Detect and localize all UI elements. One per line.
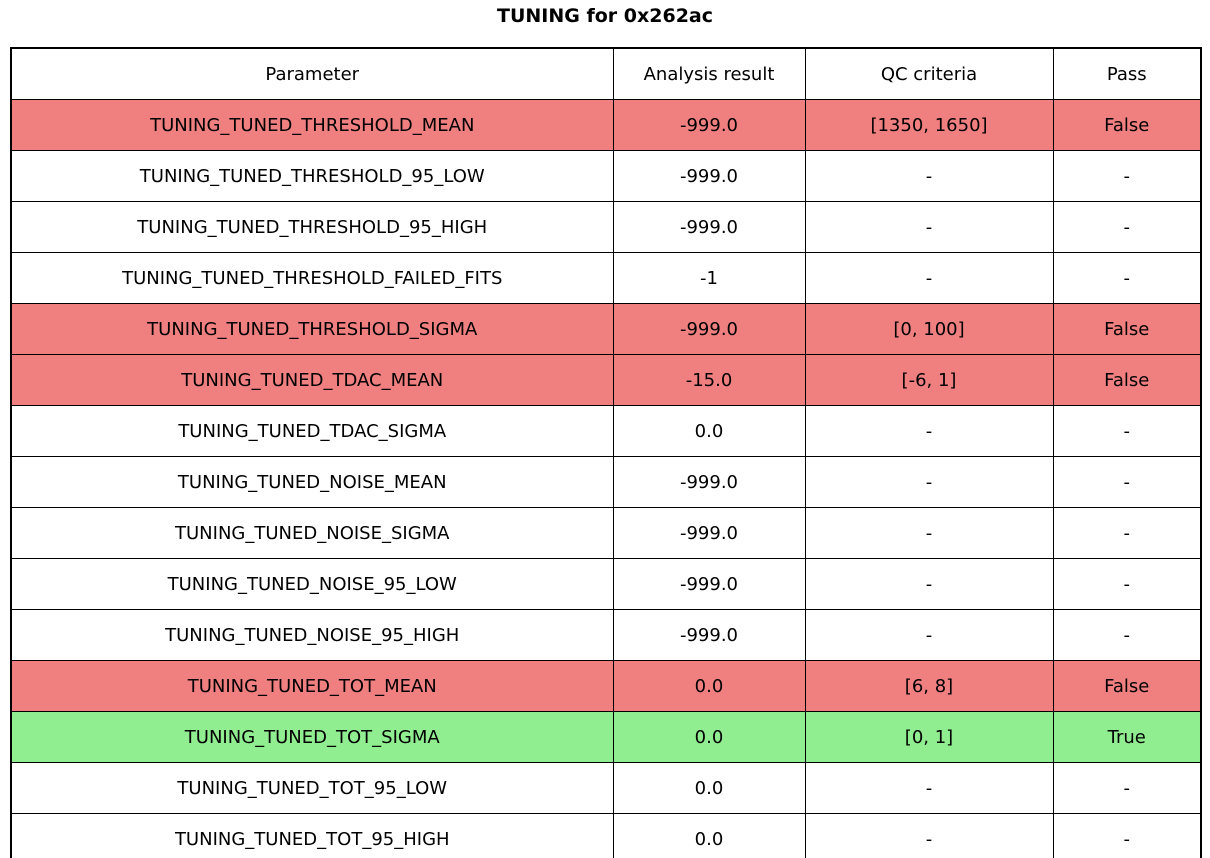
pass-cell: False — [1052, 354, 1202, 406]
table-row: TUNING_TUNED_THRESHOLD_MEAN -999.0 [1350… — [10, 99, 1202, 151]
pass-cell: - — [1052, 762, 1202, 814]
table-row: TUNING_TUNED_TDAC_SIGMA 0.0 - - — [10, 405, 1202, 457]
table-row: TUNING_TUNED_TOT_95_LOW 0.0 - - — [10, 762, 1202, 814]
param-cell: TUNING_TUNED_NOISE_95_LOW — [10, 558, 614, 610]
param-cell: TUNING_TUNED_NOISE_SIGMA — [10, 507, 614, 559]
param-cell: TUNING_TUNED_THRESHOLD_FAILED_FITS — [10, 252, 614, 304]
qc-results-table: Parameter Analysis result QC criteria Pa… — [10, 47, 1202, 858]
result-cell: 0.0 — [612, 660, 806, 712]
qc-cell: [-6, 1] — [804, 354, 1054, 406]
param-cell: TUNING_TUNED_THRESHOLD_MEAN — [10, 99, 614, 151]
table-row: TUNING_TUNED_THRESHOLD_FAILED_FITS -1 - … — [10, 252, 1202, 304]
pass-cell: - — [1052, 252, 1202, 304]
param-cell: TUNING_TUNED_NOISE_95_HIGH — [10, 609, 614, 661]
table-header-row: Parameter Analysis result QC criteria Pa… — [10, 47, 1202, 100]
pass-cell: - — [1052, 507, 1202, 559]
qc-cell: - — [804, 813, 1054, 858]
qc-cell: - — [804, 558, 1054, 610]
table-row: TUNING_TUNED_TDAC_MEAN -15.0 [-6, 1] Fal… — [10, 354, 1202, 406]
param-cell: TUNING_TUNED_THRESHOLD_95_HIGH — [10, 201, 614, 253]
result-cell: -999.0 — [612, 609, 806, 661]
result-cell: 0.0 — [612, 762, 806, 814]
param-cell: TUNING_TUNED_TDAC_SIGMA — [10, 405, 614, 457]
param-cell: TUNING_TUNED_TOT_MEAN — [10, 660, 614, 712]
param-cell: TUNING_TUNED_THRESHOLD_95_LOW — [10, 150, 614, 202]
pass-cell: - — [1052, 558, 1202, 610]
param-cell: TUNING_TUNED_TDAC_MEAN — [10, 354, 614, 406]
table-row: TUNING_TUNED_NOISE_95_LOW -999.0 - - — [10, 558, 1202, 610]
pass-cell: - — [1052, 813, 1202, 858]
qc-cell: [0, 1] — [804, 711, 1054, 763]
table-row: TUNING_TUNED_TOT_SIGMA 0.0 [0, 1] True — [10, 711, 1202, 763]
table-row: TUNING_TUNED_THRESHOLD_95_HIGH -999.0 - … — [10, 201, 1202, 253]
param-cell: TUNING_TUNED_TOT_95_HIGH — [10, 813, 614, 858]
column-header-qc-criteria: QC criteria — [804, 47, 1054, 100]
table-row: TUNING_TUNED_NOISE_95_HIGH -999.0 - - — [10, 609, 1202, 661]
result-cell: -15.0 — [612, 354, 806, 406]
result-cell: 0.0 — [612, 405, 806, 457]
pass-cell: False — [1052, 660, 1202, 712]
table-row: TUNING_TUNED_TOT_MEAN 0.0 [6, 8] False — [10, 660, 1202, 712]
qc-cell: [1350, 1650] — [804, 99, 1054, 151]
pass-cell: False — [1052, 99, 1202, 151]
qc-cell: - — [804, 609, 1054, 661]
column-header-parameter: Parameter — [10, 47, 614, 100]
table-row: TUNING_TUNED_THRESHOLD_95_LOW -999.0 - - — [10, 150, 1202, 202]
result-cell: -999.0 — [612, 150, 806, 202]
param-cell: TUNING_TUNED_THRESHOLD_SIGMA — [10, 303, 614, 355]
pass-cell: - — [1052, 456, 1202, 508]
pass-cell: False — [1052, 303, 1202, 355]
result-cell: 0.0 — [612, 813, 806, 858]
table-row: TUNING_TUNED_TOT_95_HIGH 0.0 - - — [10, 813, 1202, 858]
qc-cell: - — [804, 507, 1054, 559]
qc-cell: - — [804, 405, 1054, 457]
column-header-pass: Pass — [1052, 47, 1202, 100]
qc-cell: - — [804, 252, 1054, 304]
result-cell: -999.0 — [612, 507, 806, 559]
table-row: TUNING_TUNED_NOISE_MEAN -999.0 - - — [10, 456, 1202, 508]
qc-cell: - — [804, 150, 1054, 202]
qc-cell: [0, 100] — [804, 303, 1054, 355]
qc-cell: - — [804, 762, 1054, 814]
table-row: TUNING_TUNED_THRESHOLD_SIGMA -999.0 [0, … — [10, 303, 1202, 355]
pass-cell: - — [1052, 150, 1202, 202]
result-cell: -999.0 — [612, 99, 806, 151]
page-title: TUNING for 0x262ac — [497, 5, 713, 27]
column-header-analysis-result: Analysis result — [612, 47, 806, 100]
qc-cell: [6, 8] — [804, 660, 1054, 712]
pass-cell: True — [1052, 711, 1202, 763]
qc-cell: - — [804, 456, 1054, 508]
param-cell: TUNING_TUNED_TOT_SIGMA — [10, 711, 614, 763]
table-row: TUNING_TUNED_NOISE_SIGMA -999.0 - - — [10, 507, 1202, 559]
result-cell: -999.0 — [612, 456, 806, 508]
result-cell: 0.0 — [612, 711, 806, 763]
pass-cell: - — [1052, 405, 1202, 457]
pass-cell: - — [1052, 201, 1202, 253]
result-cell: -999.0 — [612, 558, 806, 610]
result-cell: -999.0 — [612, 303, 806, 355]
result-cell: -999.0 — [612, 201, 806, 253]
param-cell: TUNING_TUNED_NOISE_MEAN — [10, 456, 614, 508]
pass-cell: - — [1052, 609, 1202, 661]
result-cell: -1 — [612, 252, 806, 304]
param-cell: TUNING_TUNED_TOT_95_LOW — [10, 762, 614, 814]
qc-cell: - — [804, 201, 1054, 253]
